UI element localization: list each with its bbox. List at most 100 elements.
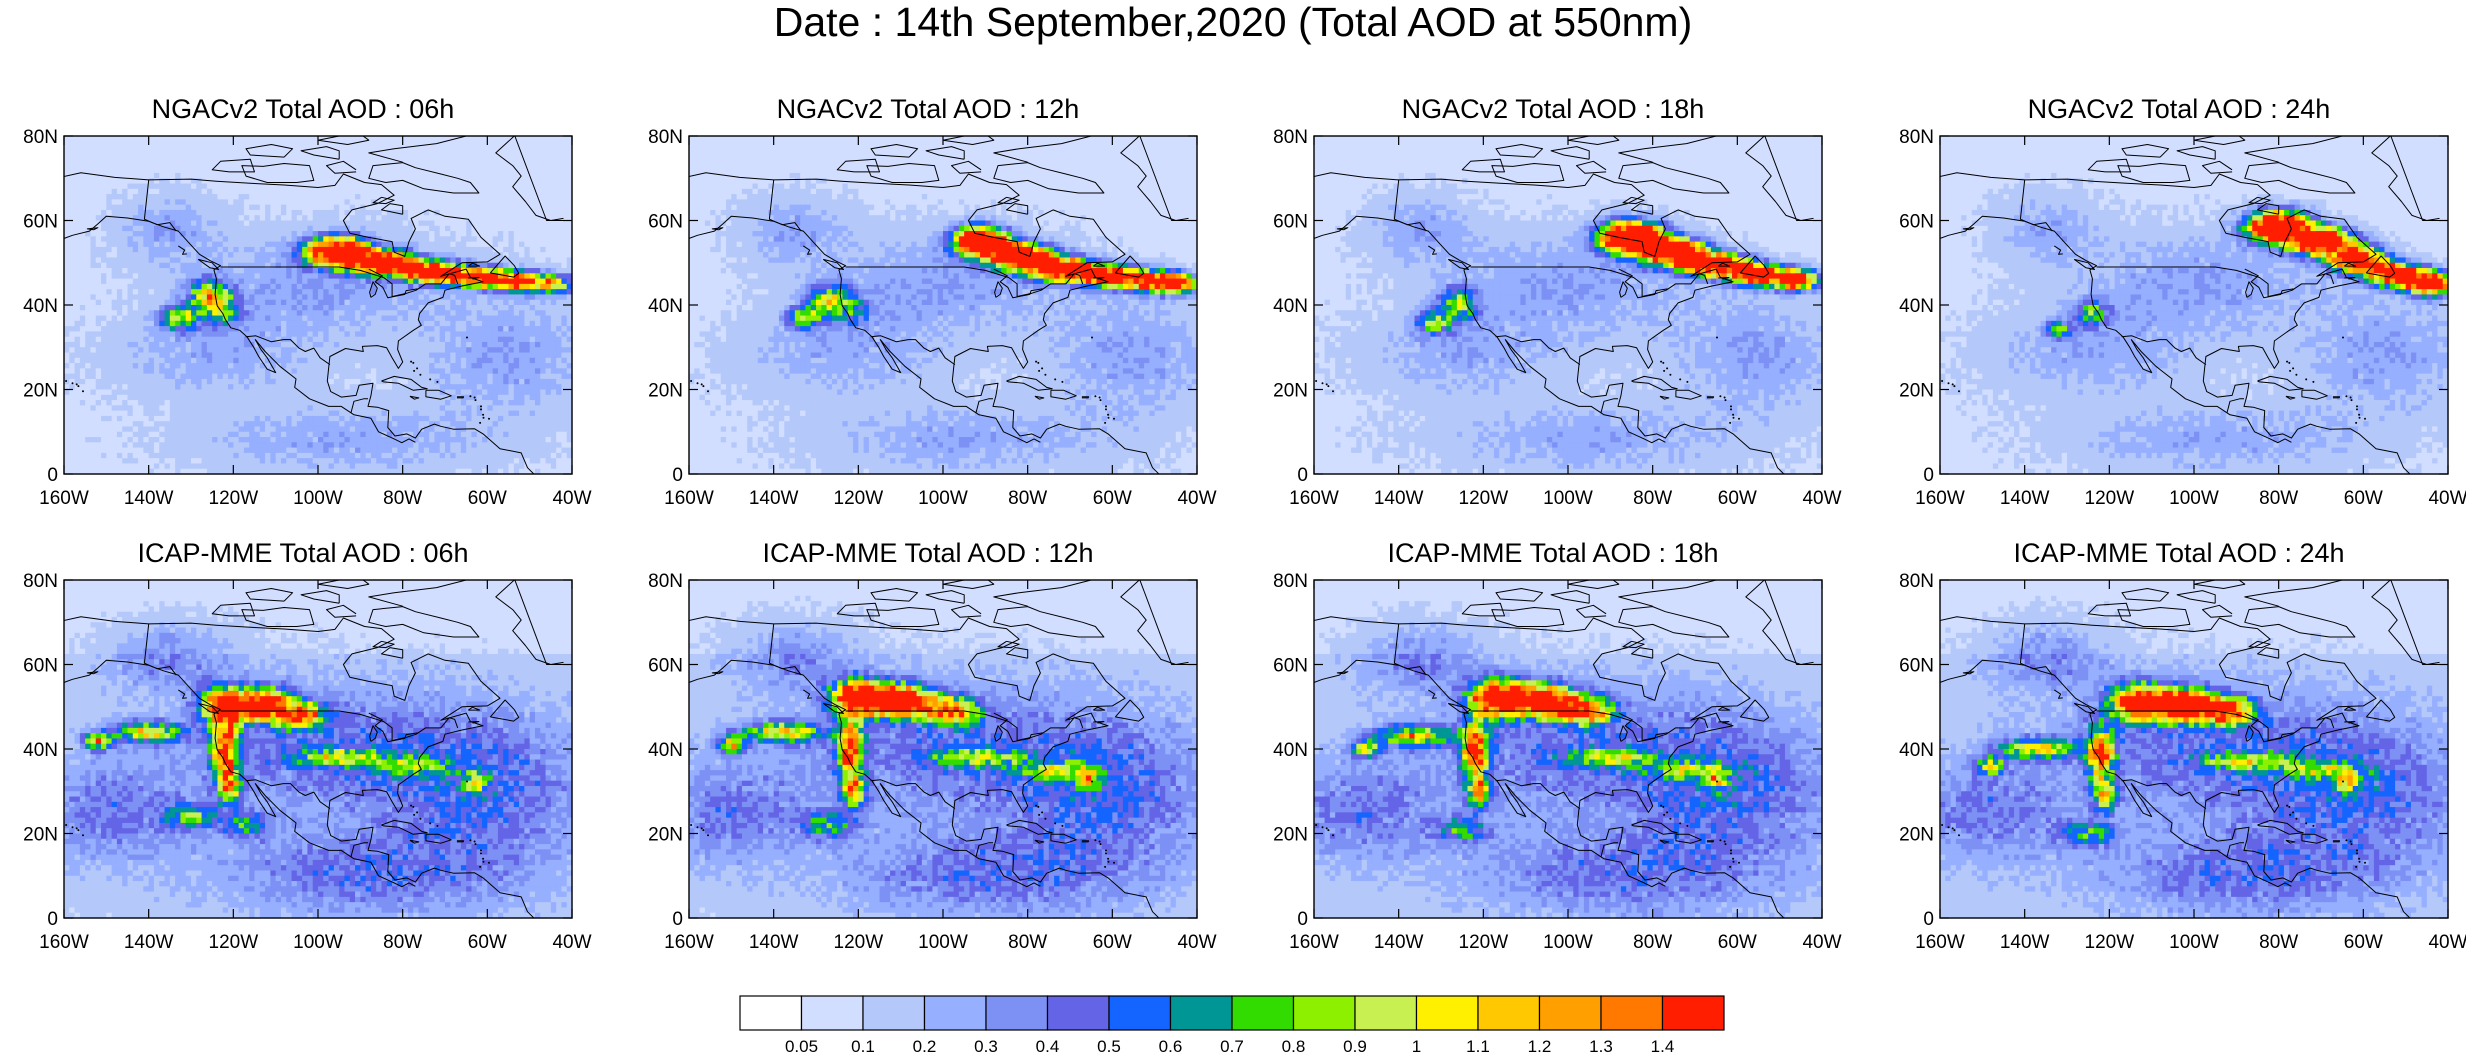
lon-tick-label: 60W [1718, 488, 1757, 509]
colorbar-swatch [1109, 996, 1171, 1030]
lat-tick-label: 0 [672, 465, 683, 486]
colorbar-label: 1.1 [1466, 1037, 1490, 1056]
lon-tick-label: 40W [1802, 932, 1841, 953]
lat-tick-label: 20N [1899, 825, 1934, 846]
colorbar-swatch [1232, 996, 1294, 1030]
lon-tick-label: 80W [1633, 932, 1672, 953]
aod-field [1940, 580, 2449, 919]
colorbar-label: 0.1 [851, 1037, 875, 1056]
lon-tick-label: 140W [2000, 932, 2050, 953]
lat-tick-label: 20N [23, 381, 58, 402]
colorbar-label: 1.3 [1589, 1037, 1613, 1056]
lat-tick-label: 80N [1273, 571, 1308, 592]
lon-tick-label: 140W [1374, 488, 1424, 509]
lat-tick-label: 80N [648, 127, 683, 148]
lat-tick-label: 0 [1923, 465, 1934, 486]
aod-field [689, 580, 1198, 919]
lon-tick-label: 80W [2259, 932, 2298, 953]
colorbar-label: 1 [1412, 1037, 1421, 1056]
lat-tick-label: 80N [1899, 571, 1934, 592]
lon-tick-label: 160W [1289, 488, 1339, 509]
lon-tick-label: 120W [834, 488, 884, 509]
lon-tick-label: 60W [1718, 932, 1757, 953]
lon-tick-label: 140W [749, 932, 799, 953]
lat-tick-label: 60N [1899, 656, 1934, 677]
lat-tick-label: 80N [1899, 127, 1934, 148]
lat-tick-label: 80N [1273, 127, 1308, 148]
lat-tick-label: 80N [648, 571, 683, 592]
lat-tick-label: 40N [23, 296, 58, 317]
lon-tick-label: 60W [1093, 488, 1132, 509]
lat-tick-label: 40N [1273, 740, 1308, 761]
lon-tick-label: 80W [2259, 488, 2298, 509]
aod-field [689, 136, 1198, 475]
lat-tick-label: 0 [1923, 909, 1934, 930]
colorbar-label: 0.7 [1220, 1037, 1244, 1056]
lat-tick-label: 40N [23, 740, 58, 761]
lon-tick-label: 60W [2344, 488, 2383, 509]
lon-tick-label: 40W [552, 932, 591, 953]
colorbar-swatch [863, 996, 925, 1030]
lat-tick-label: 80N [23, 127, 58, 148]
colorbar-swatch [1540, 996, 1602, 1030]
lat-tick-label: 60N [23, 656, 58, 677]
colorbar-label: 0.3 [974, 1037, 998, 1056]
colorbar-swatch [802, 996, 864, 1030]
colorbar-label: 0.5 [1097, 1037, 1121, 1056]
lon-tick-label: 60W [2344, 932, 2383, 953]
lat-tick-label: 0 [1297, 465, 1308, 486]
lon-tick-label: 80W [1633, 488, 1672, 509]
lon-tick-label: 100W [2169, 488, 2219, 509]
lon-tick-label: 140W [124, 488, 174, 509]
lon-tick-label: 160W [1915, 932, 1965, 953]
lon-tick-label: 120W [2085, 932, 2135, 953]
lon-tick-label: 40W [1177, 932, 1216, 953]
lat-tick-label: 0 [1297, 909, 1308, 930]
colorbar-label: 0.4 [1036, 1037, 1060, 1056]
lon-tick-label: 80W [1008, 932, 1047, 953]
lat-tick-label: 60N [648, 212, 683, 233]
colorbar-swatch [1048, 996, 1110, 1030]
colorbar-label: 0.8 [1282, 1037, 1306, 1056]
lon-tick-label: 160W [664, 488, 714, 509]
colorbar-swatch [1294, 996, 1356, 1030]
lon-tick-label: 80W [383, 932, 422, 953]
colorbar-swatch [1663, 996, 1725, 1030]
lon-tick-label: 160W [39, 488, 89, 509]
lon-tick-label: 120W [1459, 932, 1509, 953]
colorbar-swatch [986, 996, 1048, 1030]
lon-tick-label: 160W [664, 932, 714, 953]
lat-tick-label: 0 [47, 909, 58, 930]
colorbar-label: 1.2 [1528, 1037, 1552, 1056]
aod-field [1940, 136, 2449, 475]
lon-tick-label: 160W [1289, 932, 1339, 953]
lon-tick-label: 120W [1459, 488, 1509, 509]
aod-field [1314, 580, 1823, 919]
lon-tick-label: 40W [1802, 488, 1841, 509]
lon-tick-label: 60W [1093, 932, 1132, 953]
lat-tick-label: 20N [1273, 825, 1308, 846]
lon-tick-label: 120W [834, 932, 884, 953]
lon-tick-label: 140W [1374, 932, 1424, 953]
colorbar-label: 1.4 [1651, 1037, 1675, 1056]
colorbar-swatch [1417, 996, 1479, 1030]
lon-tick-label: 40W [552, 488, 591, 509]
lon-tick-label: 40W [2428, 488, 2466, 509]
lon-tick-label: 120W [2085, 488, 2135, 509]
aod-field [64, 580, 573, 919]
lon-tick-label: 100W [1543, 932, 1593, 953]
lon-tick-label: 140W [2000, 488, 2050, 509]
lat-tick-label: 0 [672, 909, 683, 930]
lon-tick-label: 80W [383, 488, 422, 509]
lat-tick-label: 40N [1273, 296, 1308, 317]
